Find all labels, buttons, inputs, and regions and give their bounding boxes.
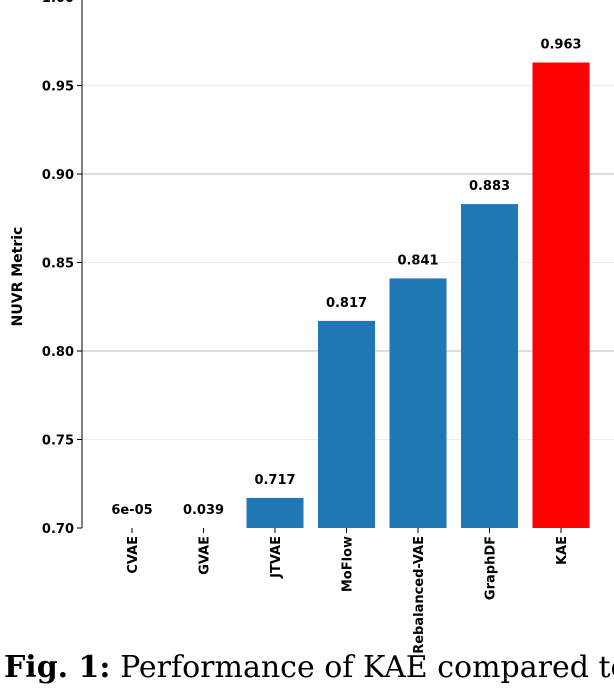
data-label: 0.717 (254, 473, 295, 488)
bar (389, 278, 447, 528)
caption-prefix: Fig. 1: (4, 650, 111, 685)
x-tick-label: JTVAE (269, 536, 284, 579)
data-label: 0.883 (469, 179, 510, 194)
y-tick-label: 0.85 (42, 257, 74, 272)
x-tick-label: MoFlow (341, 536, 356, 592)
y-tick-label: 0.95 (42, 80, 74, 95)
data-labels-group: 6e-05 0.039 0.717 0.817 0.841 0.883 0.963 (111, 37, 581, 518)
bar (461, 204, 518, 528)
y-tick-label: 0.70 (42, 522, 74, 537)
data-label: 6e-05 (111, 503, 152, 518)
y-tick-label: 1.00 (42, 0, 74, 6)
data-label: 0.039 (183, 503, 224, 518)
grid-lines (82, 85, 614, 440)
y-tick-label: 0.80 (42, 345, 74, 360)
y-tick-label: 0.75 (42, 434, 74, 449)
figure-caption: Fig. 1: Performance of KAE compared to (4, 650, 614, 685)
bar (532, 62, 590, 529)
x-tick-label: GraphDF (484, 536, 499, 600)
y-axis-ticks: 0.70 0.75 0.80 0.85 0.90 0.95 1.00 (42, 0, 82, 537)
bars-group (246, 62, 590, 529)
bar (318, 320, 375, 528)
x-tick-label: CVAE (126, 536, 141, 574)
x-tick-label: KAE (555, 536, 570, 565)
data-label: 0.841 (397, 253, 438, 268)
bar (246, 497, 304, 528)
y-axis-title: NUVR Metric (10, 227, 26, 327)
data-label: 0.963 (540, 37, 581, 52)
x-tick-label: GVAE (198, 536, 213, 575)
x-axis-ticks: CVAE GVAE JTVAE MoFlow Rebalanced-VAE GraphDF… (126, 528, 570, 654)
y-tick-label: 0.90 (42, 168, 74, 183)
data-label: 0.817 (326, 296, 367, 311)
caption-text: Performance of KAE compared to (120, 650, 614, 685)
x-tick-label: Rebalanced-VAE (412, 536, 427, 654)
